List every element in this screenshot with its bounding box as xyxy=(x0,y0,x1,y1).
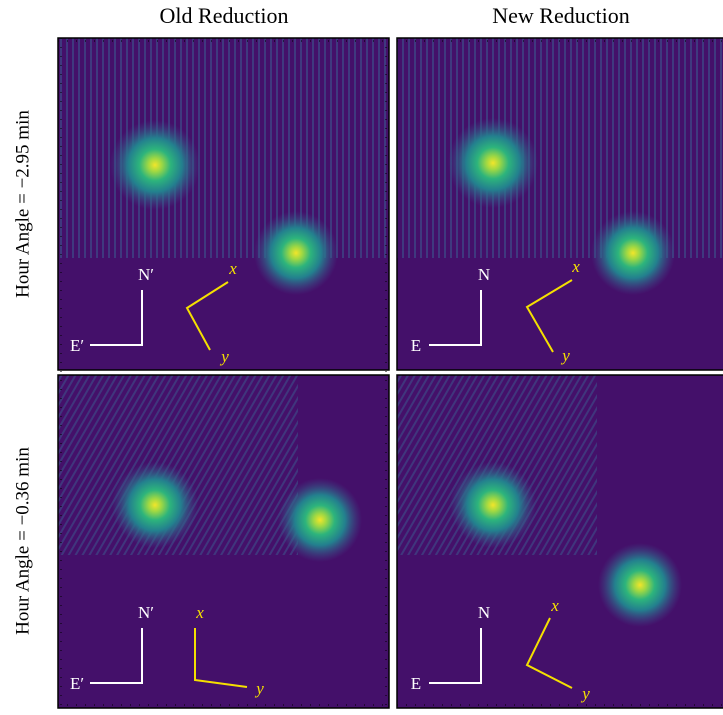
column-title: New Reduction xyxy=(492,3,629,28)
compass xyxy=(429,279,573,353)
compass xyxy=(90,628,248,688)
east-label: E′ xyxy=(70,336,84,355)
compass xyxy=(90,281,229,351)
compass xyxy=(429,617,573,689)
y-label: y xyxy=(560,346,570,365)
east-label: E′ xyxy=(70,674,84,693)
x-label: x xyxy=(550,596,559,615)
x-label: x xyxy=(571,257,580,276)
y-label: y xyxy=(219,347,229,366)
row-label: Hour Angle = −0.36 min xyxy=(12,447,33,635)
east-label: E xyxy=(411,674,421,693)
x-label: x xyxy=(195,603,204,622)
north-label: N′ xyxy=(138,265,154,284)
x-label: x xyxy=(228,259,237,278)
y-label: y xyxy=(580,684,590,703)
north-label: N xyxy=(478,265,490,284)
north-label: N xyxy=(478,603,490,622)
y-label: y xyxy=(254,679,264,698)
north-label: N′ xyxy=(138,603,154,622)
image-panel xyxy=(397,38,723,370)
frames xyxy=(57,37,723,709)
column-title: Old Reduction xyxy=(160,3,289,28)
image-panel xyxy=(58,375,389,708)
image-panel xyxy=(397,375,723,708)
image-panel xyxy=(58,38,389,370)
east-label: E xyxy=(411,336,421,355)
row-label: Hour Angle = −2.95 min xyxy=(12,110,33,298)
